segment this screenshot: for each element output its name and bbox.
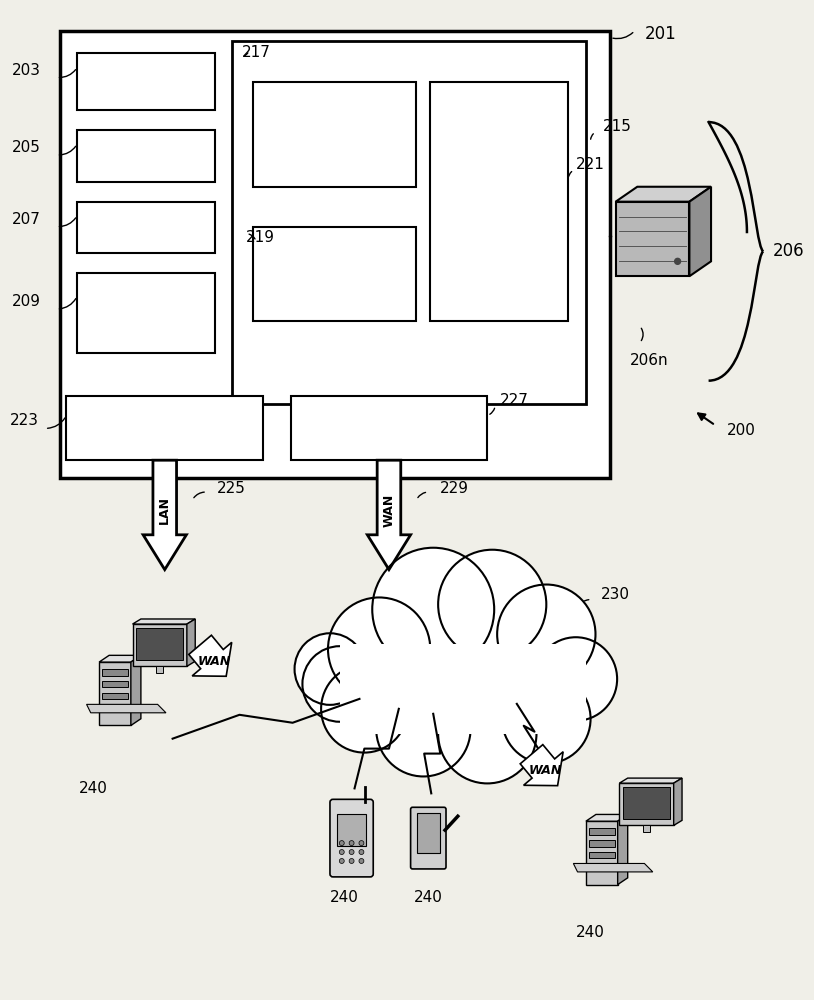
Text: WAN: WAN xyxy=(528,764,562,777)
Bar xyxy=(589,852,615,858)
Circle shape xyxy=(328,597,431,701)
Circle shape xyxy=(349,858,354,863)
Text: 217: 217 xyxy=(242,45,270,60)
Bar xyxy=(431,82,568,321)
Bar xyxy=(102,681,128,687)
Polygon shape xyxy=(689,187,711,276)
Bar xyxy=(77,202,215,253)
Circle shape xyxy=(359,858,364,863)
Polygon shape xyxy=(674,778,682,825)
Polygon shape xyxy=(615,202,689,276)
Polygon shape xyxy=(619,778,682,783)
Polygon shape xyxy=(99,655,141,662)
Polygon shape xyxy=(86,704,166,713)
Text: 219: 219 xyxy=(247,230,275,245)
Text: 215: 215 xyxy=(602,119,631,134)
Bar xyxy=(417,813,440,853)
Bar xyxy=(337,814,366,846)
Bar xyxy=(67,396,263,460)
FancyBboxPatch shape xyxy=(410,807,446,869)
Text: LAN: LAN xyxy=(158,496,171,524)
Text: 206: 206 xyxy=(772,242,804,260)
Circle shape xyxy=(349,841,354,846)
Text: WAN: WAN xyxy=(383,493,396,527)
Bar xyxy=(589,840,615,847)
Text: 227: 227 xyxy=(500,393,529,408)
Circle shape xyxy=(349,850,354,855)
Polygon shape xyxy=(99,662,131,725)
Circle shape xyxy=(359,841,364,846)
Circle shape xyxy=(502,674,591,764)
FancyBboxPatch shape xyxy=(330,799,374,877)
Polygon shape xyxy=(586,821,618,885)
Bar xyxy=(232,41,585,404)
Circle shape xyxy=(339,858,344,863)
Bar xyxy=(77,52,215,110)
Text: 209: 209 xyxy=(12,294,41,309)
Bar xyxy=(156,666,163,673)
Polygon shape xyxy=(143,460,186,570)
Circle shape xyxy=(339,841,344,846)
Text: 230: 230 xyxy=(601,587,629,602)
Polygon shape xyxy=(133,624,187,666)
Text: 200: 200 xyxy=(727,423,756,438)
Circle shape xyxy=(321,665,408,753)
Text: 207: 207 xyxy=(12,212,41,227)
Polygon shape xyxy=(133,619,195,624)
Circle shape xyxy=(372,548,494,671)
Bar xyxy=(253,227,415,321)
Bar xyxy=(102,693,128,699)
Bar xyxy=(59,31,611,478)
Bar xyxy=(374,674,580,734)
Circle shape xyxy=(675,258,681,264)
Circle shape xyxy=(438,550,546,659)
Text: 223: 223 xyxy=(10,413,39,428)
Bar xyxy=(291,396,488,460)
Bar xyxy=(77,130,215,182)
Polygon shape xyxy=(615,187,711,202)
Text: 206n: 206n xyxy=(630,353,669,368)
Circle shape xyxy=(339,850,344,855)
Text: 240: 240 xyxy=(330,890,359,905)
Text: 225: 225 xyxy=(217,481,246,496)
Polygon shape xyxy=(367,460,410,570)
Text: 240: 240 xyxy=(79,781,108,796)
Text: 205: 205 xyxy=(12,140,41,155)
Text: 240: 240 xyxy=(575,925,605,940)
Text: 240: 240 xyxy=(414,890,443,905)
Polygon shape xyxy=(586,814,628,821)
Polygon shape xyxy=(618,814,628,885)
Circle shape xyxy=(438,684,536,783)
Bar xyxy=(624,787,670,819)
Text: 203: 203 xyxy=(12,63,41,78)
Text: 221: 221 xyxy=(575,157,605,172)
Circle shape xyxy=(497,585,596,684)
Circle shape xyxy=(303,646,377,722)
Bar xyxy=(589,828,615,835)
Polygon shape xyxy=(131,655,141,725)
Polygon shape xyxy=(619,783,674,825)
Circle shape xyxy=(376,681,470,776)
Polygon shape xyxy=(187,619,195,666)
Circle shape xyxy=(535,637,617,721)
Text: 201: 201 xyxy=(645,25,676,43)
Text: WAN: WAN xyxy=(197,655,230,668)
Circle shape xyxy=(359,850,364,855)
Bar xyxy=(137,628,183,660)
Bar xyxy=(339,644,585,734)
Polygon shape xyxy=(189,635,232,676)
Polygon shape xyxy=(573,863,653,872)
Text: 229: 229 xyxy=(440,481,469,496)
Bar xyxy=(643,825,650,832)
Bar xyxy=(102,669,128,676)
Polygon shape xyxy=(520,745,563,786)
Bar xyxy=(253,82,415,187)
Circle shape xyxy=(295,633,365,705)
Bar xyxy=(77,273,215,353)
